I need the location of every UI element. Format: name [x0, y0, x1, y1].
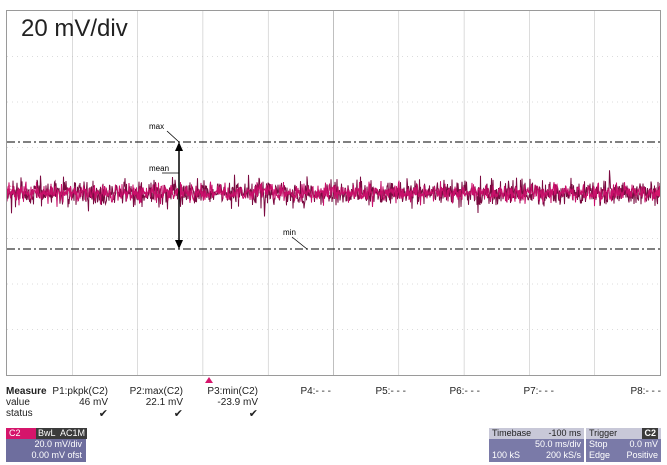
measure-table: Measure value status P1:pkpk(C2) 46 mV ✔ P2… — [6, 386, 661, 426]
trigger-mode: Stop — [589, 439, 608, 449]
measure-param-status: ✔ — [248, 408, 258, 420]
trigger-level-marker[interactable] — [654, 189, 660, 197]
timebase-descriptor[interactable]: Timebase -100 ms 50.0 ms/div 100 kS 200 … — [489, 428, 584, 462]
trigger-descriptor[interactable]: Trigger C2 Stop 0.0 mV Edge Positive — [586, 428, 661, 462]
channel-name: C2 — [9, 428, 21, 438]
trigger-label: Trigger — [589, 428, 618, 438]
measure-header: Measure — [6, 386, 47, 397]
trigger-source: C2 — [642, 428, 658, 439]
channel-c2-descriptor[interactable]: C2 BwL AC1M 20.0 mV/div 0.00 mV ofst — [6, 428, 88, 462]
channel-scale: 20.0 mV/div — [34, 439, 82, 449]
timebase-rate: 200 kS/s — [545, 450, 581, 460]
min-cursor-label: min — [283, 228, 296, 237]
coupling-tag: AC1M — [58, 428, 88, 439]
timebase-samples: 100 kS — [492, 450, 521, 460]
value-row-label: value — [6, 397, 30, 408]
measure-param-name: P2:max(C2) — [129, 386, 183, 397]
pkpk-arrow — [175, 142, 183, 249]
bandwidth-limit-tag: BwL — [36, 428, 58, 439]
mean-cursor-label: mean — [149, 164, 169, 173]
trigger-position-marker[interactable] — [204, 376, 214, 384]
trigger-slope: Positive — [626, 450, 658, 460]
measure-param-name: P7:- - - — [523, 386, 554, 397]
timebase-label: Timebase — [492, 428, 532, 438]
timebase-scale: 50.0 ms/div — [534, 439, 581, 449]
timebase-delay: -100 ms — [548, 428, 581, 438]
vertical-scale-label: 20 mV/div — [21, 15, 128, 42]
channel-ground-marker[interactable]: C2 — [7, 186, 15, 192]
status-row-label: status — [6, 408, 33, 419]
measure-param-value: 22.1 mV — [145, 397, 183, 408]
measure-param-value: -23.9 mV — [217, 397, 258, 408]
trigger-level: 0.0 mV — [629, 439, 658, 449]
oscilloscope-screen[interactable]: max mean min C2 20 mV/div — [6, 10, 661, 376]
measure-param-name: P6:- - - — [449, 386, 480, 397]
waveform-display: max mean min C2 — [7, 11, 660, 375]
measure-param-value: 46 mV — [79, 397, 108, 408]
measure-param-status: ✔ — [173, 408, 183, 420]
measure-param-name: P1:pkpk(C2) — [52, 386, 108, 397]
measure-param-name: P3:min(C2) — [207, 386, 258, 397]
measure-param-name: P5:- - - — [375, 386, 406, 397]
channel-offset: 0.00 mV ofst — [31, 450, 82, 460]
trigger-type: Edge — [589, 450, 611, 460]
measure-param-name: P8:- - - — [630, 386, 661, 397]
max-cursor-label: max — [149, 122, 164, 131]
waveform-trace — [7, 180, 660, 208]
measure-param-name: P4:- - - — [300, 386, 331, 397]
measure-param-status: ✔ — [98, 408, 108, 420]
